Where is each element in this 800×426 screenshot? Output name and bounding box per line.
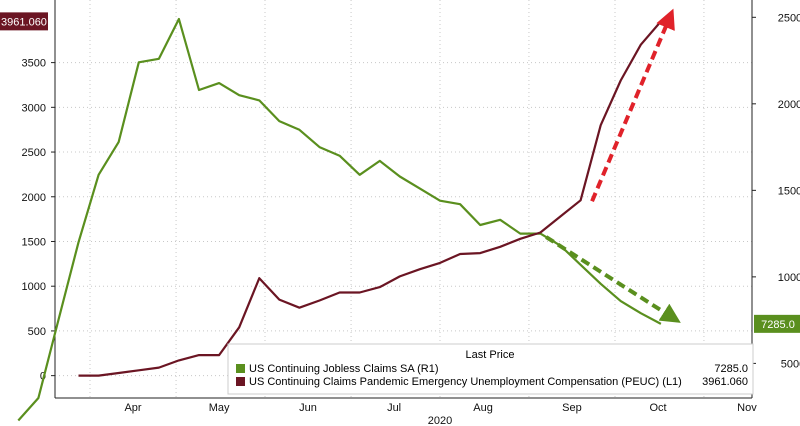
left-tick-label: 2000 [22,192,46,204]
x-tick-label: Sep [562,402,582,414]
left-tick-label: 3500 [22,58,46,70]
right-tick-label: 25000 [778,12,800,24]
right-tick-label: 15000 [778,185,800,197]
last-price-tag-jobless-bg [754,314,800,333]
x-tick-label: Nov [737,402,757,414]
legend-value-peuc: 3961.060 [702,376,748,388]
x-tick-label: May [209,402,230,414]
last-price-tag-peuc-bg [0,12,48,31]
x-year-label: 2020 [428,415,452,426]
left-tick-label: 3000 [22,102,46,114]
annotation-up-arrow [590,8,675,203]
legend-box [227,343,754,395]
left-tick-label: 500 [28,326,46,338]
series-line-peuc [78,20,662,377]
x-tick-label: Oct [649,402,666,414]
left-tick-label: 1000 [22,281,46,293]
last-price-tag-peuc: 3961.060 [0,12,48,31]
right-tick-label: 5000 [781,358,800,370]
last-price-tag-jobless-text: 7285.0 [761,319,795,331]
legend-swatch-peuc [236,377,245,386]
legend-swatch-jobless [236,364,245,373]
right-tick-label: 20000 [778,99,800,111]
last-price-labels: 3961.060 7285.0 [0,12,800,333]
x-tick-label: Jun [299,402,317,414]
left-tick-label: 1500 [22,236,46,248]
legend-label-jobless: US Continuing Jobless Claims SA (R1) [249,363,439,375]
left-tick-label: 2500 [22,147,46,159]
annotation-down-arrow [545,235,681,323]
axes: 0500100015002000250030003500500010000150… [22,0,800,426]
grid [55,0,752,398]
legend-value-jobless: 7285.0 [714,363,748,375]
x-tick-label: Aug [473,402,493,414]
legend-label-peuc: US Continuing Claims Pandemic Emergency … [249,376,682,388]
x-tick-label: Jul [387,402,401,414]
x-tick-label: Apr [124,402,141,414]
right-tick-label: 10000 [778,272,800,284]
annotation-arrows [545,8,681,323]
last-price-tag-jobless: 7285.0 [754,314,800,333]
last-price-tag-peuc-text: 3961.060 [1,16,47,28]
legend: Last Price US Continuing Jobless Claims … [227,343,754,395]
legend-header: Last Price [466,349,515,361]
